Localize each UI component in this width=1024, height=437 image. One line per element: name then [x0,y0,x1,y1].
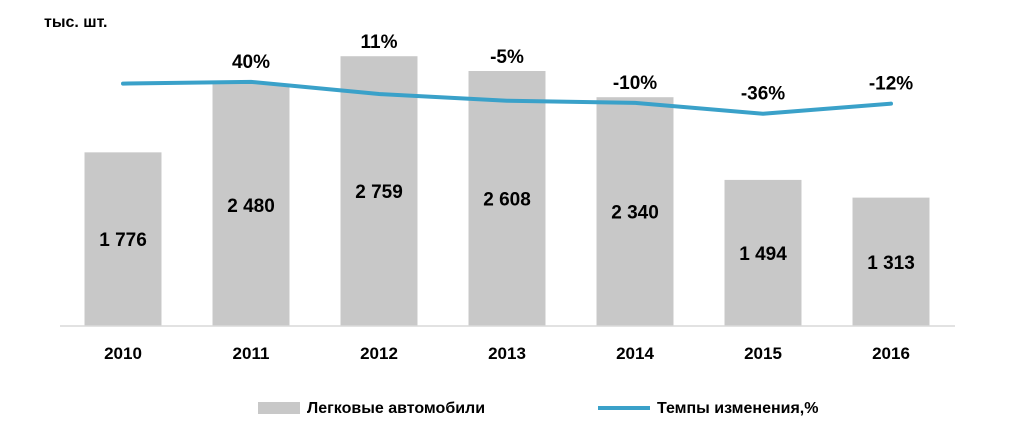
bar-value-label-2013: 2 608 [483,189,531,210]
bar-2013 [468,70,546,327]
x-tick-2010: 2010 [104,344,142,363]
bar-value-label-2012: 2 759 [355,182,403,203]
x-tick-2012: 2012 [360,344,398,363]
x-tick-2011: 2011 [233,344,270,363]
unit-label: тыс. шт. [44,14,108,31]
bar-2011 [212,83,290,326]
line-value-labels: 40% 11% -5% -10% -36% -12% [232,32,913,104]
rate-label-2014: -10% [613,73,657,94]
rate-line [121,79,893,116]
x-tick-2016: 2016 [872,344,910,363]
rate-label-2013: -5% [490,47,524,68]
x-tick-2014: 2014 [616,344,654,363]
bar-2010 [84,152,162,326]
legend-label-line: Темпы изменения,% [657,400,818,417]
legend-label-bar: Легковые автомобили [307,400,485,417]
bar-value-label-2014: 2 340 [611,203,659,224]
bar-2014 [596,97,674,326]
bar-2012 [340,56,418,326]
bar-value-label-2010: 1 776 [99,230,147,251]
bar-2015 [724,179,802,326]
bar-value-label-2015: 1 494 [739,244,787,265]
x-tick-2015: 2015 [744,344,782,363]
rate-label-2016: -12% [869,74,913,95]
rate-label-2015: -36% [741,84,785,105]
rate-label-2011: 40% [232,52,270,73]
x-tick-2013: 2013 [488,344,526,363]
legend-swatch-bar [258,402,300,414]
bar-value-label-2011: 2 480 [227,196,275,217]
line-series [121,79,893,116]
x-axis-ticks: 2010 2011 2012 2013 2014 2015 2016 [104,344,910,363]
rate-label-2012: 11% [361,32,398,53]
bar-2016 [852,197,930,326]
bar-value-labels: 1 776 2 480 2 759 2 608 2 340 1 494 1 313 [99,182,915,274]
bar-series [84,56,930,327]
bar-value-label-2016: 1 313 [867,253,915,274]
legend: Легковые автомобили Темпы изменения,% [258,400,818,417]
